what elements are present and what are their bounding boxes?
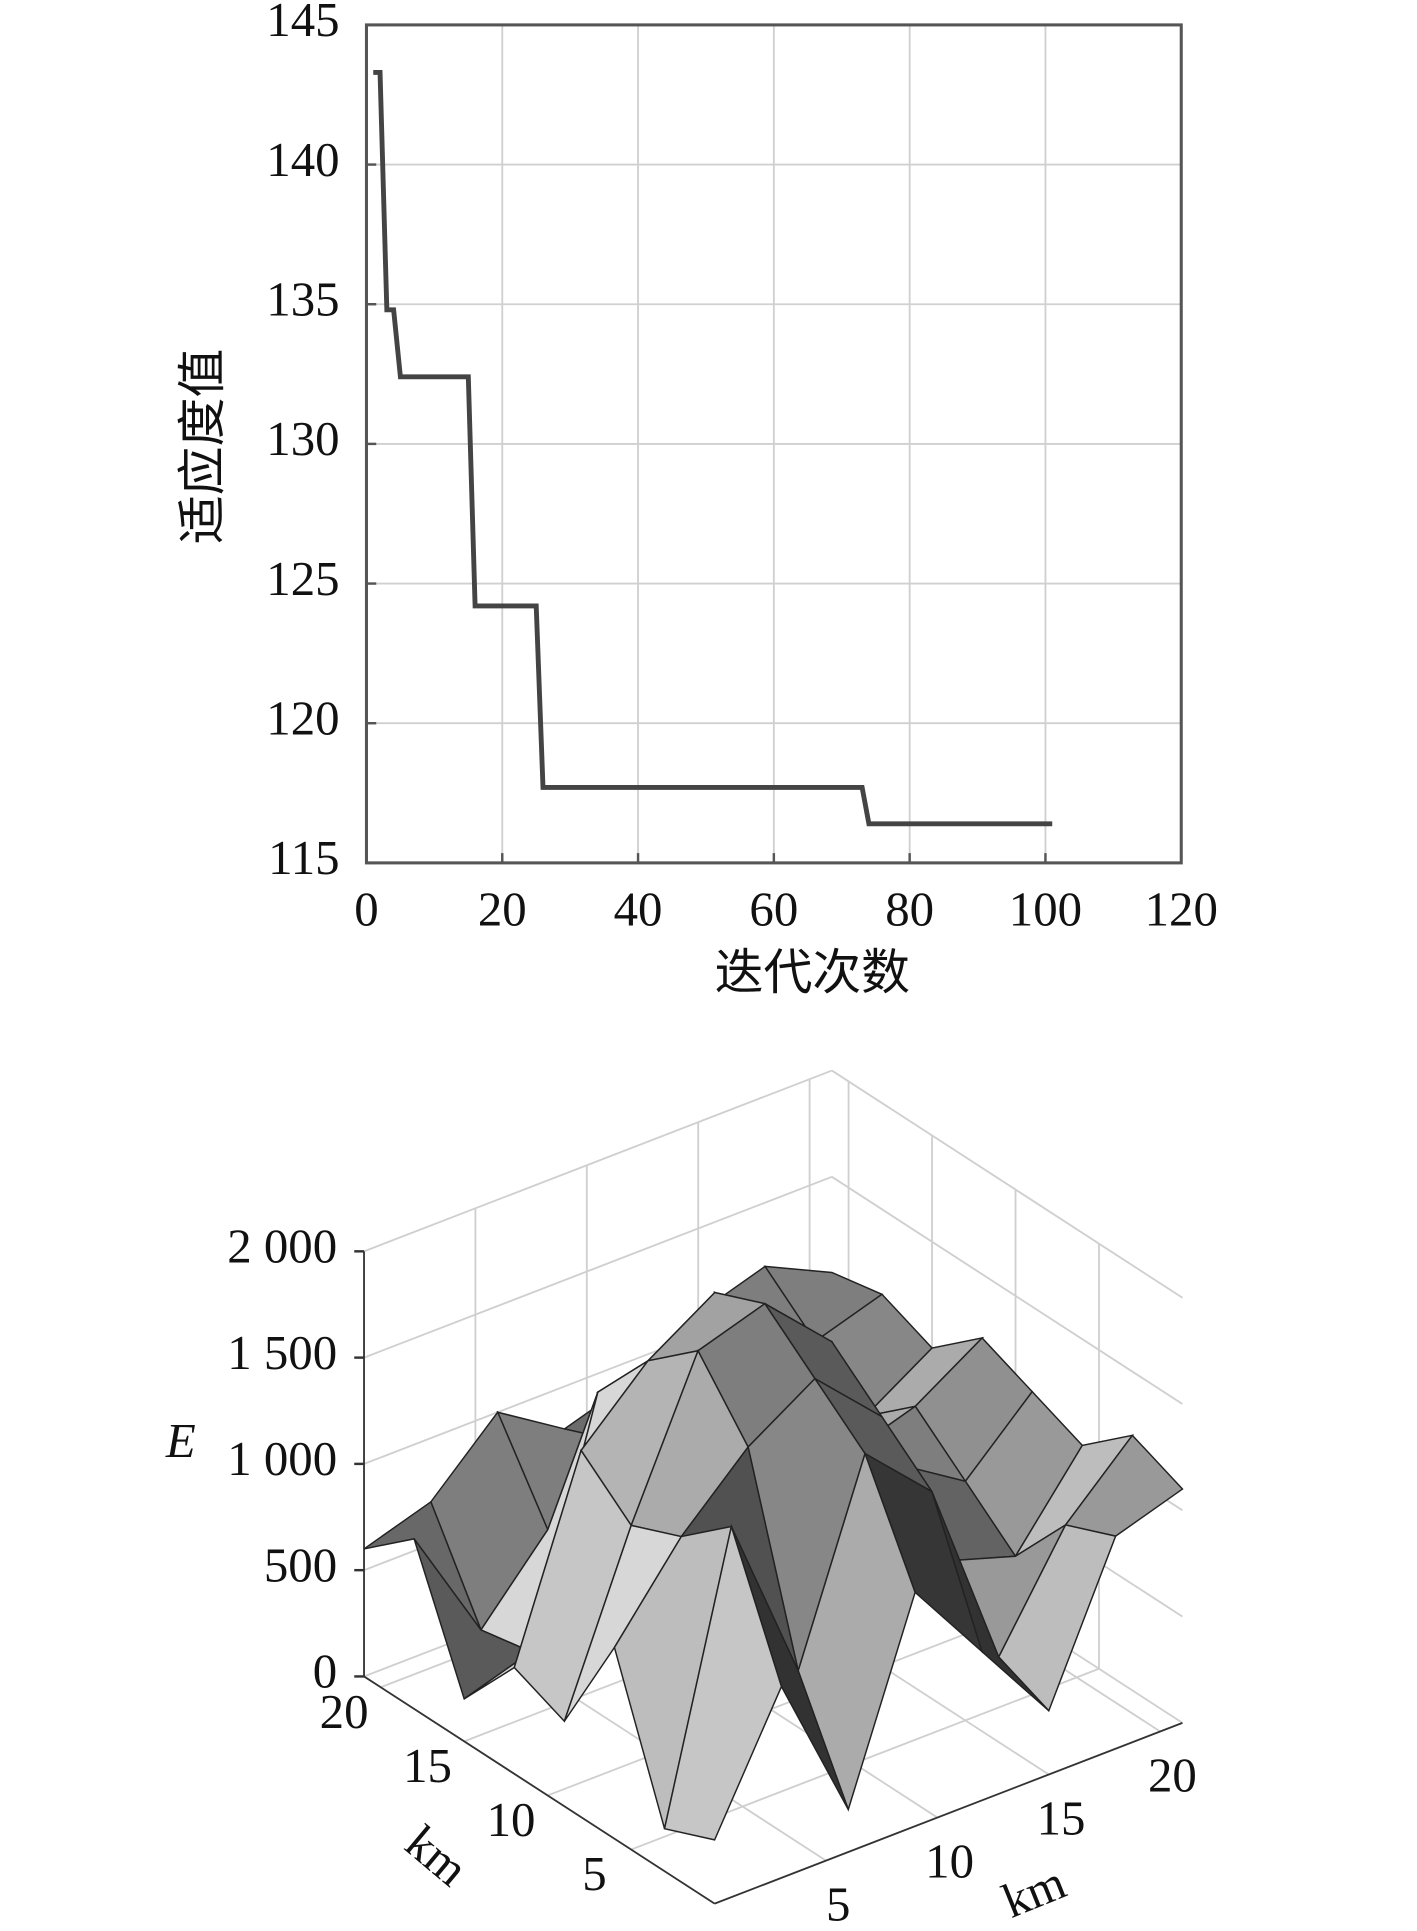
x-tick-label: 80	[885, 881, 934, 936]
grid-line	[831, 1069, 1183, 1299]
surface-patch	[663, 1523, 783, 1841]
plot-frame	[364, 23, 1183, 865]
y-tick-label: 5	[582, 1846, 606, 1901]
y-tick-label: 115	[268, 830, 339, 885]
y-tick-label: 140	[266, 132, 339, 187]
y-tick-label: 15	[403, 1738, 452, 1793]
x-tick-label: 5	[826, 1877, 850, 1931]
y-tick-label: 145	[266, 0, 339, 47]
z-tick-label: 1 500	[227, 1325, 337, 1380]
y-axis-label: km	[395, 1814, 478, 1896]
z-tick-label: 2 000	[227, 1219, 337, 1274]
axis-line	[363, 1675, 716, 1905]
grid-line	[547, 1613, 1016, 1797]
x-tick-label: 40	[614, 881, 663, 936]
z-tick-label: 1 000	[227, 1431, 337, 1486]
x-tick-label: 20	[478, 881, 527, 936]
x-tick-label: 20	[1148, 1748, 1197, 1803]
x-axis-label: 迭代次数	[715, 945, 910, 1000]
y-tick-label: 130	[266, 411, 339, 466]
grid-line	[363, 1175, 833, 1359]
y-tick-label: 10	[487, 1792, 536, 1847]
y-tick-label: 20	[320, 1684, 369, 1739]
z-tick-label: 500	[264, 1537, 337, 1592]
grid-line	[831, 1176, 1183, 1405]
line-series	[373, 69, 1053, 827]
y-tick-label: 120	[266, 690, 339, 745]
y-axis-label: 适应度值	[175, 349, 230, 544]
x-tick-label: 0	[354, 881, 378, 936]
x-tick-label: 100	[1009, 881, 1082, 936]
x-tick-label: 15	[1037, 1791, 1086, 1846]
z-axis-label: E	[165, 1413, 196, 1468]
y-tick-label: 125	[266, 551, 339, 606]
y-tick-label: 135	[266, 271, 339, 326]
x-tick-label: 10	[925, 1834, 974, 1889]
x-axis-label: km	[995, 1854, 1073, 1928]
grid-line	[363, 1069, 833, 1253]
x-tick-label: 60	[749, 881, 798, 936]
z-tick-label: 0	[313, 1644, 337, 1699]
x-tick-label: 120	[1145, 881, 1218, 936]
axis-line	[714, 1722, 1183, 1905]
